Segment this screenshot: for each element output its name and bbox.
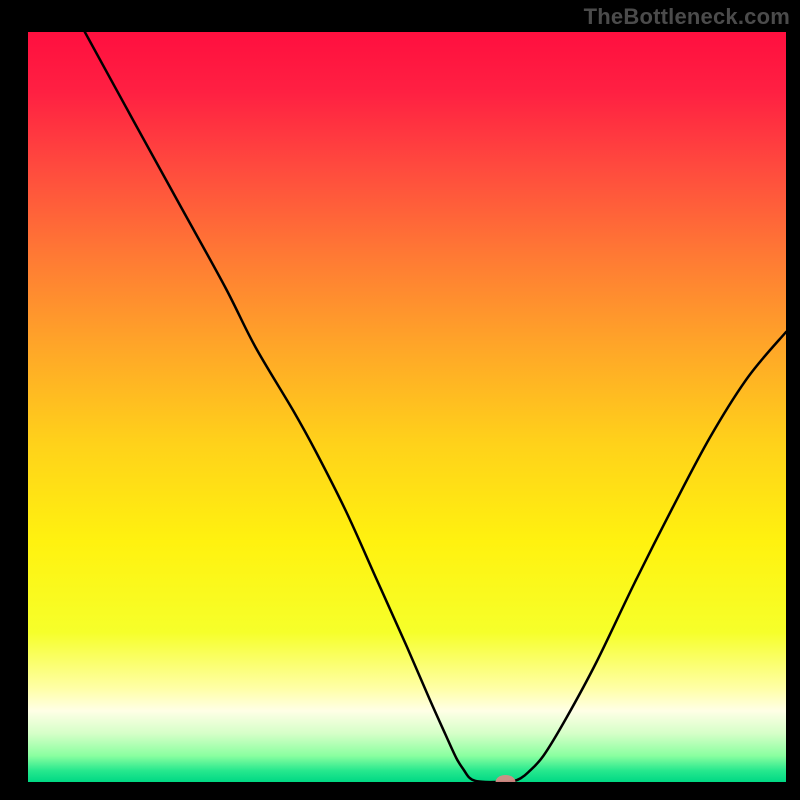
watermark-text: TheBottleneck.com [584,4,790,30]
bottleneck-chart: TheBottleneck.com [0,0,800,800]
chart-svg [0,0,800,800]
plot-area [28,32,786,782]
